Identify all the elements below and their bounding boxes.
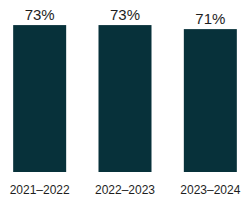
page: {"chart_data": {"type": "bar", "categori…	[0, 0, 250, 199]
category-label: 2022–2023	[95, 183, 155, 197]
chart-container: 73% 2021–2022 73% 2022–2023 71% 2023–2024	[0, 0, 250, 199]
bar	[184, 29, 237, 172]
data-label: 73%	[110, 6, 140, 23]
category-label: 2021–2022	[10, 183, 70, 197]
data-label: 71%	[195, 10, 225, 27]
bar	[13, 25, 66, 172]
category-label: 2023–2024	[180, 183, 240, 197]
bars	[13, 25, 237, 172]
chart-svg: 73% 2021–2022 73% 2022–2023 71% 2023–2024	[0, 0, 250, 199]
data-label: 73%	[25, 6, 55, 23]
bar	[99, 25, 152, 172]
